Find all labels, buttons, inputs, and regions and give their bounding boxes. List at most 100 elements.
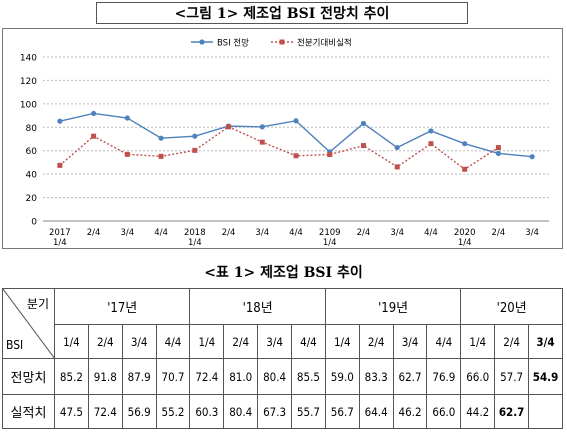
y-tick-label: 120 (20, 77, 37, 87)
table-cell: 60.3 (189, 394, 225, 429)
x-tick-label: 2/4 (357, 228, 371, 238)
quarter-header: 3/4 (528, 324, 563, 359)
quarter-header: 1/4 (324, 324, 360, 359)
legend-marker (279, 39, 285, 45)
quarter-header: 1/4 (460, 324, 496, 359)
quarter-header: 4/4 (155, 324, 191, 359)
table-row: 전망치 85.2 91.8 87.9 70.7 72.4 81.0 80.4 85.5 59.0 8… (2, 358, 563, 395)
actual-point (91, 133, 97, 139)
bsi-line-chart: 0 20 40 60 80 100 120 140 2017 1/4 2/4 3/4 4/4 2018 1… (2, 28, 563, 249)
x-tick-label: 4/4 (424, 228, 438, 238)
table-cell: 83.3 (358, 358, 394, 395)
quarter-header: 3/4 (121, 324, 157, 359)
forecast-point (57, 118, 63, 124)
series-layer (57, 110, 535, 172)
table-cell: 59.0 (324, 358, 360, 395)
corner-cell: 분기 BSI (2, 288, 55, 359)
year-header: '17년 (53, 288, 191, 325)
corner-diagonal (3, 289, 55, 359)
table-cell: 76.9 (426, 358, 462, 395)
quarter-header: 2/4 (494, 324, 530, 359)
x-tick-label: 1/4 (458, 238, 472, 248)
table-cell: 91.8 (87, 358, 123, 395)
forecast-point (360, 120, 367, 127)
actual-point (428, 141, 434, 147)
x-tick-label: 2020 (454, 228, 476, 238)
table-cell: 47.5 (54, 394, 89, 429)
table-cell: 66.0 (460, 358, 496, 395)
quarter-header: 4/4 (426, 324, 462, 359)
actual-point (327, 152, 333, 158)
x-tick-label: 1/4 (188, 238, 202, 248)
y-tick-label: 40 (26, 171, 38, 181)
table-cell: 56.7 (324, 394, 360, 429)
quarter-header-row: 1/4 2/4 3/4 4/4 1/4 2/4 3/4 4/4 1/4 2/4 3/4 4/4 1/4 2… (3, 324, 563, 359)
table-cell: 57.7 (494, 358, 530, 395)
table-cell: 67.3 (257, 394, 293, 429)
forecast-point (394, 144, 400, 151)
legend-label: 전분기대비실적 (297, 38, 352, 49)
quarter-header: 4/4 (291, 324, 326, 359)
y-tick-label: 100 (20, 100, 37, 110)
year-header: '19년 (324, 288, 462, 325)
corner-quarter-label: 분기 (26, 297, 49, 311)
quarter-header: 2/4 (358, 324, 394, 359)
actual-point (192, 147, 198, 153)
table-cell: 56.9 (121, 394, 157, 429)
x-tick-label: 3/4 (390, 228, 404, 238)
table-cell: 81.0 (223, 358, 259, 395)
year-header: '18년 (189, 288, 326, 325)
actual-point (293, 153, 299, 159)
x-tick-label: 2109 (319, 228, 341, 238)
quarter-header: 1/4 (54, 324, 89, 359)
actual-line (59, 126, 499, 171)
table-title: <표 1> 제조업 BSI 추이 (204, 265, 363, 281)
table-cell: 80.4 (257, 358, 293, 395)
table-cell: 64.4 (358, 394, 394, 429)
corner-bsi-label: BSI (6, 338, 24, 352)
x-tick-label: 1/4 (53, 238, 67, 248)
table-cell: 66.0 (426, 394, 462, 429)
table-cell: 62.7 (494, 394, 530, 429)
actual-point (495, 145, 501, 151)
table-cell: 70.7 (155, 358, 191, 395)
forecast-point (259, 124, 265, 130)
quarter-header: 3/4 (392, 324, 428, 359)
x-tick-label: 1/4 (323, 238, 337, 248)
actual-point (394, 164, 400, 170)
actual-point (124, 151, 130, 157)
table-cell: 87.9 (121, 358, 157, 395)
forecast-point (158, 135, 164, 141)
table-cell: 54.9 (528, 358, 563, 395)
forecast-point (192, 133, 198, 139)
x-tick-label: 3/4 (120, 228, 134, 238)
forecast-point (529, 154, 535, 160)
year-header: '20년 (460, 288, 563, 325)
gridlines (43, 56, 549, 222)
table-cell: 80.4 (223, 394, 259, 429)
actual-point (226, 124, 232, 130)
table-cell: 72.4 (87, 394, 123, 429)
table-cell: 46.2 (392, 394, 428, 429)
table-cell: 44.2 (460, 394, 496, 429)
forecast-point (462, 141, 468, 147)
actual-point (462, 166, 468, 172)
table-cell: 85.2 (54, 358, 89, 395)
x-tick-label: 3/4 (525, 228, 539, 238)
actual-point (57, 162, 63, 168)
quarter-header: 1/4 (189, 324, 225, 359)
actual-point (259, 139, 265, 145)
quarter-header: 3/4 (257, 324, 293, 359)
table-row: 실적치 47.5 72.4 56.9 55.2 60.3 80.4 67.3 55.7 56.7 6… (2, 394, 563, 429)
table-cell: 72.4 (189, 358, 225, 395)
legend-marker (199, 39, 205, 45)
legend: BSI 전망 전분기대비실적 (191, 38, 352, 49)
legend-label: BSI 전망 (217, 38, 249, 49)
forecast-point (293, 118, 299, 124)
actual-point (360, 143, 366, 149)
x-tick-label: 4/4 (154, 228, 168, 238)
x-tick-label: 2/4 (87, 228, 101, 238)
table-cell: 85.5 (291, 358, 326, 395)
